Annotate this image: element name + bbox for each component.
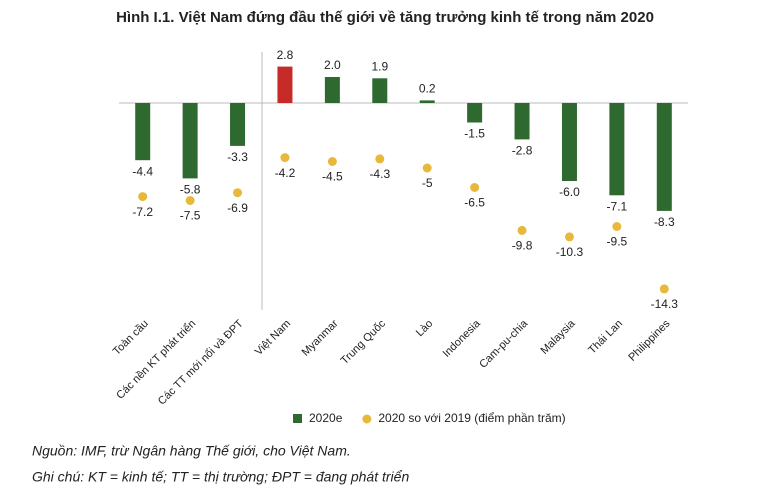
bar	[467, 103, 483, 123]
bar	[182, 103, 198, 179]
bar	[324, 77, 340, 103]
bar	[419, 100, 435, 103]
x-tick-label: Trung Quốc	[339, 317, 389, 367]
bar-label: -6.0	[559, 185, 580, 199]
dot	[659, 284, 669, 294]
dot-label: -6.9	[227, 201, 248, 215]
bar-label: 2.0	[324, 58, 341, 72]
bar	[514, 103, 530, 140]
chart-title: Hình I.1. Việt Nam đứng đầu thế giới về …	[116, 9, 654, 26]
legend-swatch	[362, 414, 372, 424]
dot-label: -10.3	[556, 245, 584, 259]
dot-label: -6.5	[464, 196, 485, 210]
dot	[422, 163, 432, 173]
dot	[375, 154, 385, 164]
bar	[372, 78, 388, 103]
dot	[185, 196, 195, 205]
bar-label: 1.9	[371, 59, 388, 73]
bar	[561, 103, 577, 181]
source: Nguồn: IMF, trừ Ngân hàng Thế giới, cho …	[32, 443, 351, 459]
dot	[517, 225, 527, 235]
bar-label: 2.8	[277, 48, 294, 62]
dot-label: -4.2	[275, 166, 296, 180]
dot	[233, 188, 243, 198]
dot	[612, 222, 622, 231]
legend-label: 2020e	[309, 411, 343, 425]
bar-label: -5.8	[180, 183, 201, 197]
bar	[230, 103, 246, 146]
bar	[135, 103, 151, 161]
dot	[138, 192, 148, 202]
dot-label: -7.2	[132, 205, 153, 219]
dot	[280, 153, 290, 163]
dot-label: -5	[422, 176, 433, 190]
x-tick-label: Việt Nam	[253, 318, 293, 358]
bar	[277, 66, 293, 103]
x-tick-label: Thái Lan	[586, 318, 625, 357]
dot-label: -9.8	[512, 239, 533, 253]
bar-label: -2.8	[512, 144, 533, 158]
bar-label: -7.1	[607, 199, 628, 213]
bar-label: -3.3	[227, 150, 248, 164]
bar-label: -1.5	[464, 127, 485, 141]
x-tick-label: Các TT mới nổi và ĐPT	[156, 318, 246, 408]
note: Ghi chú: KT = kinh tế; TT = thị trường; …	[32, 469, 409, 485]
bar	[656, 103, 672, 211]
bar	[609, 103, 625, 196]
bar-label: -8.3	[654, 215, 675, 229]
legend-swatch	[293, 414, 302, 423]
dot-label: -7.5	[180, 209, 201, 223]
dot	[470, 183, 480, 192]
dot	[327, 157, 337, 166]
bar-label: -4.4	[132, 164, 153, 178]
x-tick-label: Các nền KT phát triển	[114, 318, 198, 402]
dot-label: -14.3	[651, 297, 679, 311]
bar-label: 0.2	[419, 82, 436, 96]
x-tick-label: Toàn cầu	[111, 318, 151, 358]
x-tick-label: Malaysia	[538, 317, 578, 357]
legend-label: 2020 so với 2019 (điểm phần trăm)	[378, 411, 565, 425]
dot-label: -4.3	[369, 167, 390, 181]
x-tick-label: Myanmar	[300, 317, 341, 358]
dot-label: -4.5	[322, 170, 343, 184]
x-tick-label: Cam-pu-chia	[477, 317, 531, 371]
x-tick-label: Philippines	[626, 317, 672, 363]
x-tick-label: Lào	[414, 318, 435, 339]
x-tick-label: Indonesia	[441, 317, 484, 360]
dot	[564, 232, 574, 242]
dot-label: -9.5	[607, 235, 628, 249]
